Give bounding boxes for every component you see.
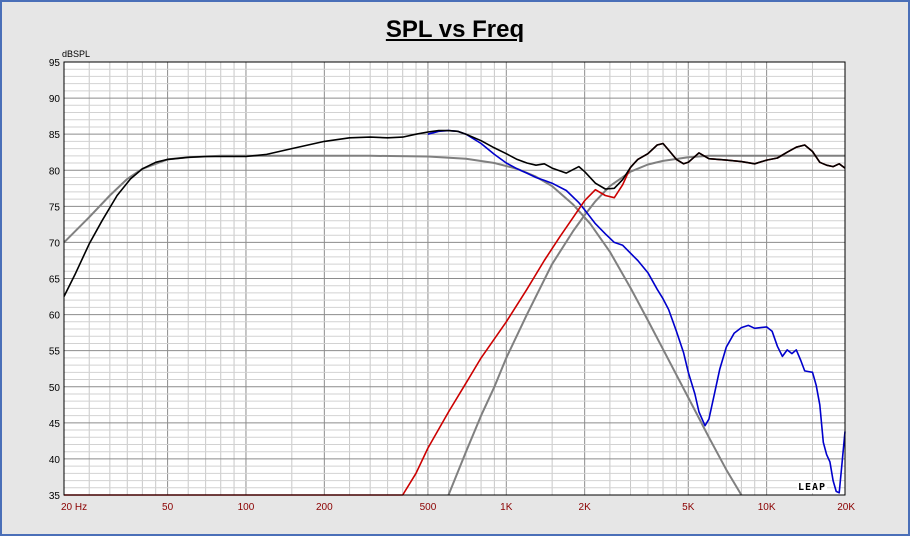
y-tick-label: 40 bbox=[49, 455, 61, 466]
series-group bbox=[63, 129, 846, 496]
y-tick-label: 55 bbox=[49, 347, 61, 358]
x-tick-label: 1K bbox=[500, 502, 513, 513]
y-tick-label: 70 bbox=[49, 238, 61, 249]
y-tick-labels: 35 40 45 50 55 60 65 70 75 80 85 90 95 bbox=[49, 58, 61, 502]
x-tick-label: 20 Hz bbox=[61, 502, 87, 513]
chart-title: SPL vs Freq bbox=[385, 16, 525, 43]
plot-border bbox=[63, 61, 846, 496]
x-tick-labels: 20 Hz 50 100 200 500 1K 2K 5K 10K 20K bbox=[61, 502, 855, 513]
y-tick-label: 95 bbox=[49, 58, 61, 69]
y-axis-label: dBSPL bbox=[62, 49, 90, 59]
x-tick-label: 200 bbox=[316, 502, 333, 513]
x-tick-label: 20K bbox=[837, 502, 855, 513]
y-tick-label: 90 bbox=[49, 94, 61, 105]
y-tick-label: 45 bbox=[49, 419, 61, 430]
y-tick-label: 75 bbox=[49, 202, 61, 213]
y-tick-label: 35 bbox=[49, 491, 61, 502]
series-line bbox=[63, 154, 743, 496]
grid-lines bbox=[64, 61, 845, 496]
y-tick-label: 80 bbox=[49, 166, 61, 177]
series-line bbox=[63, 129, 846, 297]
x-tick-label: 5K bbox=[682, 502, 695, 513]
x-tick-label: 50 bbox=[162, 502, 174, 513]
x-tick-label: 500 bbox=[420, 502, 437, 513]
series-line bbox=[427, 129, 846, 494]
x-tick-label: 2K bbox=[579, 502, 592, 513]
leap-logo: LEAP bbox=[797, 482, 828, 493]
x-tick-label: 10K bbox=[758, 502, 776, 513]
x-tick-label: 100 bbox=[238, 502, 255, 513]
y-tick-label: 85 bbox=[49, 130, 61, 141]
y-tick-label: 50 bbox=[49, 383, 61, 394]
y-tick-label: 65 bbox=[49, 275, 61, 286]
y-tick-label: 60 bbox=[49, 311, 61, 322]
